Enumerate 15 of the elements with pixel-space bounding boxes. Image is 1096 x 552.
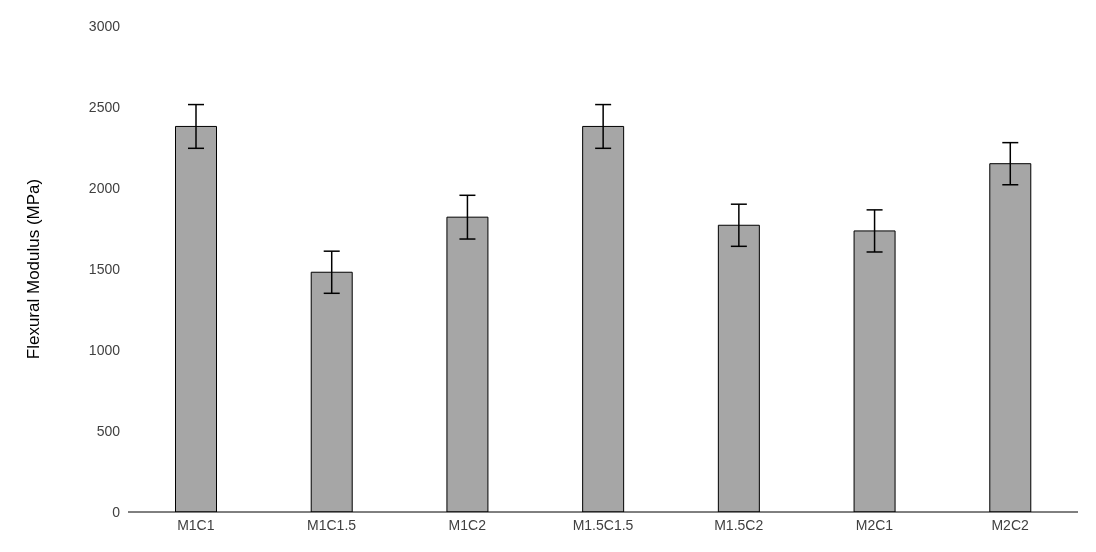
y-tick-label: 3000 [88,17,121,34]
y-tick-label: 0 [112,503,121,520]
y-axis-title: Flexural Modulus (MPa) [24,178,44,360]
y-tick-label: 2500 [88,98,121,115]
x-tick-label: M1.5C2 [714,516,764,533]
x-tick-label: M1C1 [177,516,215,533]
x-tick-label: M2C1 [855,516,894,533]
x-tick-label: M1C1.5 [307,516,357,533]
y-tick-label: 1000 [88,341,121,358]
y-tick-label: 2000 [88,179,121,196]
y-tick-label: 500 [96,422,121,439]
x-tick-label: M1.5C1.5 [572,516,634,533]
x-tick-label: M1C2 [448,516,487,533]
y-tick-label: 1500 [88,260,121,277]
x-tick-label: M2C2 [991,516,1030,533]
